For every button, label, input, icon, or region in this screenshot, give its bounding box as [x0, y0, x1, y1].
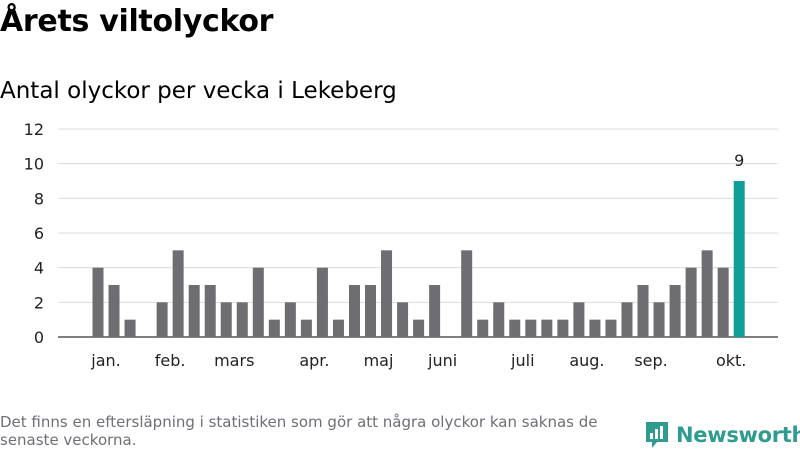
x-tick-label: feb. — [155, 351, 186, 370]
chart-title: Årets viltolyckor — [0, 4, 274, 39]
bar — [124, 319, 136, 337]
bar — [717, 267, 729, 337]
bar — [637, 285, 649, 337]
y-tick-label: 8 — [34, 189, 44, 208]
bar — [172, 250, 184, 337]
x-tick-label: okt. — [716, 351, 746, 370]
bar — [653, 302, 665, 337]
bar — [461, 250, 473, 337]
bar — [397, 302, 409, 337]
bar — [541, 319, 553, 337]
data-label: 9 — [734, 151, 744, 170]
bar — [669, 285, 681, 337]
x-tick-label: juni — [427, 351, 457, 370]
y-tick-label: 12 — [24, 120, 44, 139]
x-tick-label: maj — [364, 351, 394, 370]
x-tick-label: juli — [510, 351, 534, 370]
bar — [204, 285, 216, 337]
chart-subtitle: Antal olyckor per vecka i Lekeberg — [0, 78, 397, 104]
bar — [413, 319, 425, 337]
bar — [348, 285, 360, 337]
x-tick-label: sep. — [634, 351, 667, 370]
bar — [92, 267, 104, 337]
x-tick-label: jan. — [90, 351, 120, 370]
brand-name: Newsworthy — [676, 423, 800, 447]
bar — [525, 319, 537, 337]
bar-highlight — [733, 181, 745, 337]
bar — [365, 285, 377, 337]
newsworthy-logo-icon — [646, 422, 668, 448]
x-tick-label: aug. — [569, 351, 604, 370]
bar — [685, 267, 697, 337]
footnote: Det finns en eftersläpning i statistiken… — [0, 413, 598, 449]
bar — [573, 302, 585, 337]
bar — [605, 319, 617, 337]
bar — [701, 250, 713, 337]
x-tick-label: mars — [214, 351, 254, 370]
bar — [509, 319, 521, 337]
bar-chart: 0 2 4 6 8 10 12 9 jan. feb. mars apr. maj juni juli aug… — [24, 120, 778, 370]
bar — [477, 319, 489, 337]
bar — [252, 267, 264, 337]
y-tick-label: 4 — [34, 259, 44, 278]
bar — [429, 285, 441, 337]
y-tick-label: 6 — [34, 224, 44, 243]
bar — [188, 285, 200, 337]
bar — [621, 302, 633, 337]
bar — [300, 319, 312, 337]
bar — [284, 302, 296, 337]
y-tick-label: 10 — [24, 155, 44, 174]
bar — [316, 267, 328, 337]
bar — [236, 302, 248, 337]
bar — [332, 319, 344, 337]
bar — [156, 302, 168, 337]
bar — [589, 319, 601, 337]
bar — [557, 319, 569, 337]
x-tick-label: apr. — [299, 351, 329, 370]
bar — [493, 302, 505, 337]
brand-logo[interactable]: Newsworthy — [644, 420, 800, 450]
bar — [220, 302, 232, 337]
bar — [108, 285, 120, 337]
y-tick-label: 0 — [34, 328, 44, 347]
y-tick-label: 2 — [34, 293, 44, 312]
bar — [268, 319, 280, 337]
bar — [381, 250, 393, 337]
